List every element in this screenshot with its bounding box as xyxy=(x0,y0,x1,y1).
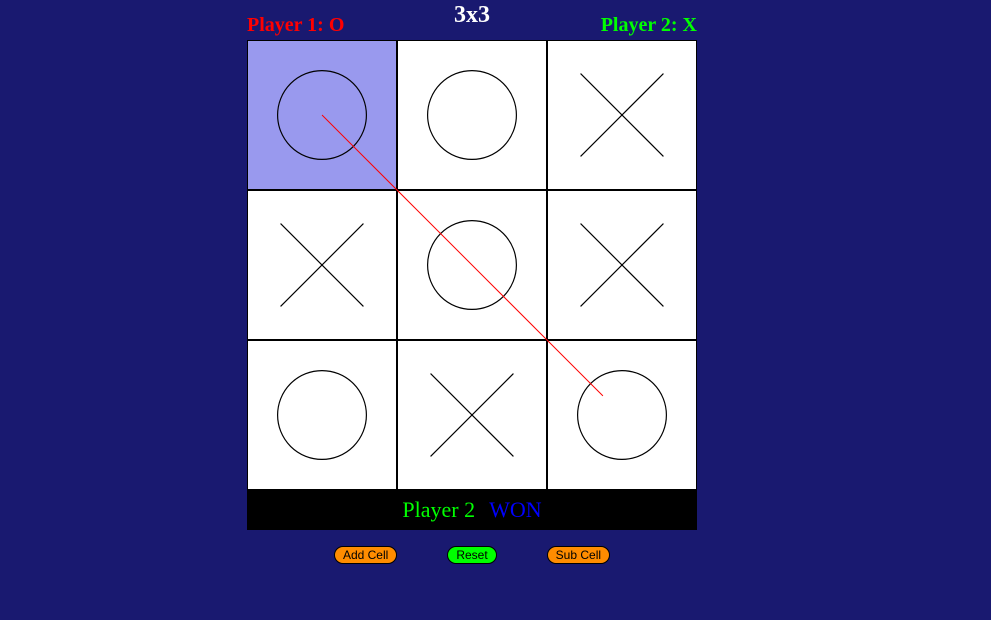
game-container: Player 1: O 3x3 Player 2: X Player 2 WON… xyxy=(247,0,697,564)
buttons-row: Add Cell Reset Sub Cell xyxy=(247,546,697,564)
status-bar: Player 2 WON xyxy=(247,490,697,530)
board-cell[interactable] xyxy=(247,190,397,340)
status-result-text: WON xyxy=(489,497,542,523)
add-cell-button[interactable]: Add Cell xyxy=(334,546,397,564)
circle-mark-icon xyxy=(248,41,396,189)
player2-label: Player 2: X xyxy=(601,14,697,37)
circle-mark-icon xyxy=(398,41,546,189)
x-mark-icon xyxy=(248,191,396,339)
status-player-text: Player 2 xyxy=(402,497,475,523)
x-mark-icon xyxy=(548,41,696,189)
board-cell[interactable] xyxy=(547,340,697,490)
board-cell[interactable] xyxy=(397,190,547,340)
board-cell[interactable] xyxy=(547,40,697,190)
board-cell[interactable] xyxy=(247,40,397,190)
board-cell[interactable] xyxy=(397,40,547,190)
board-cell[interactable] xyxy=(247,340,397,490)
game-board xyxy=(247,40,697,490)
circle-mark-icon xyxy=(398,191,546,339)
header-row: Player 1: O 3x3 Player 2: X xyxy=(247,0,697,40)
board-cell[interactable] xyxy=(547,190,697,340)
x-mark-icon xyxy=(548,191,696,339)
x-mark-icon xyxy=(398,341,546,489)
reset-button[interactable]: Reset xyxy=(447,546,496,564)
circle-mark-icon xyxy=(548,341,696,489)
circle-mark-icon xyxy=(248,341,396,489)
board-cell[interactable] xyxy=(397,340,547,490)
sub-cell-button[interactable]: Sub Cell xyxy=(547,546,610,564)
board-container xyxy=(247,40,697,490)
